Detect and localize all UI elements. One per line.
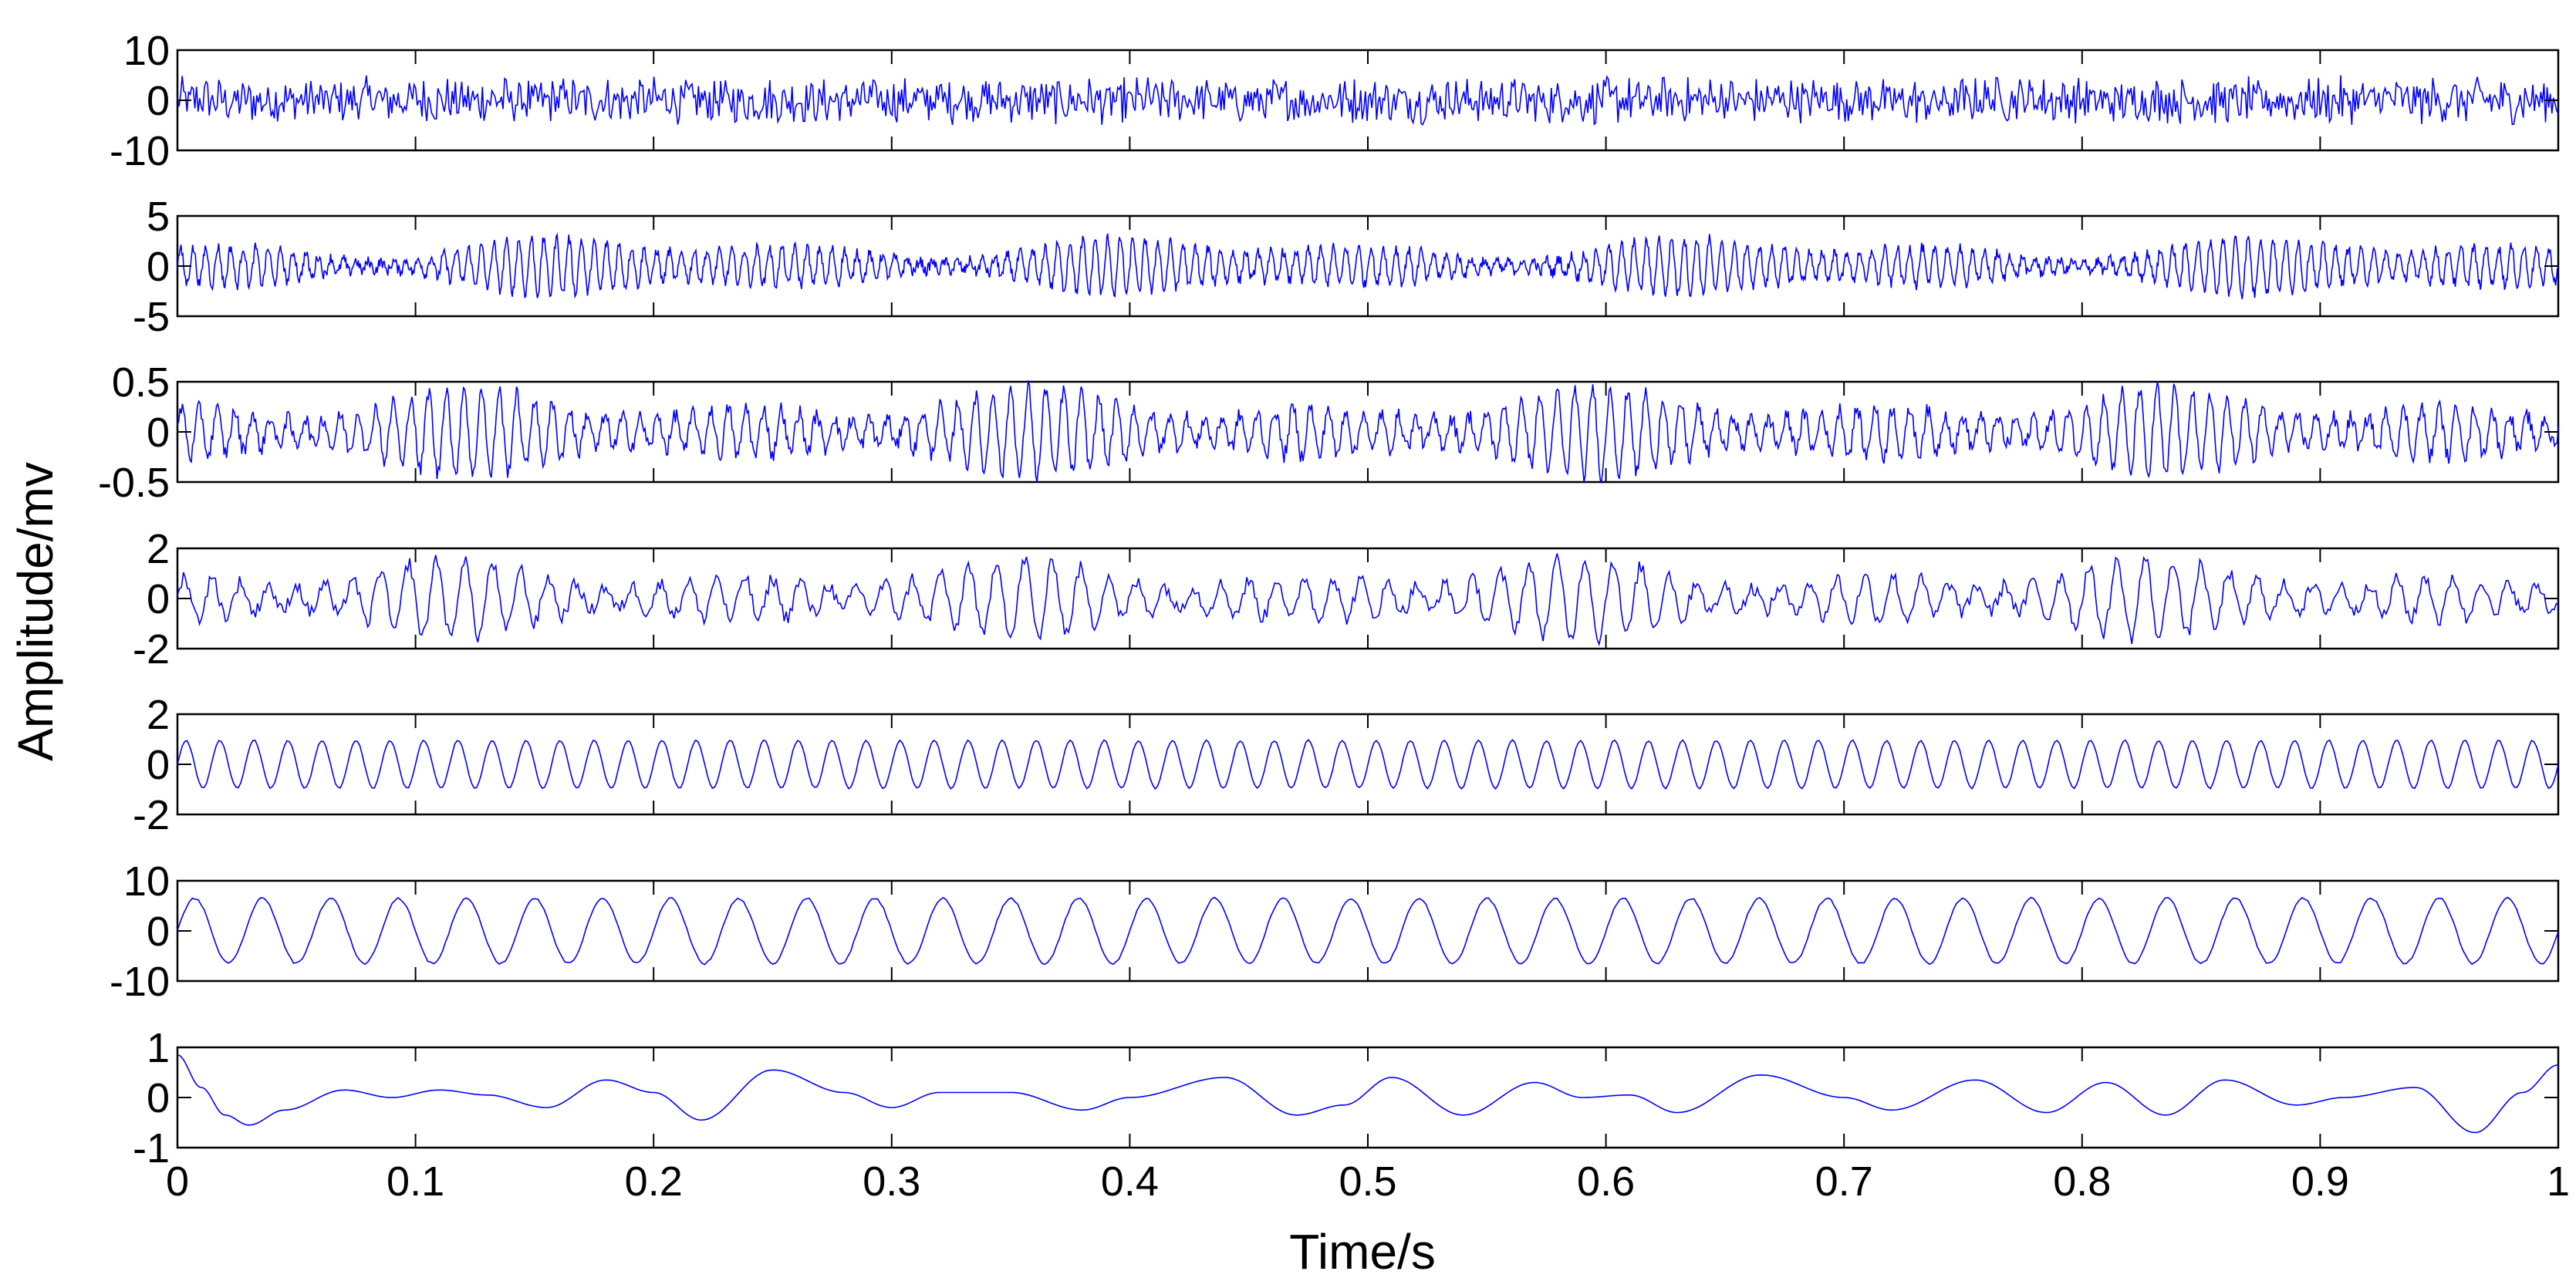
subplot-1-ytick-label: -10 bbox=[110, 128, 170, 174]
subplot-5-signal-line bbox=[177, 738, 2559, 791]
subplot-4: -202 bbox=[133, 526, 2560, 673]
x-axis-label: Time/s bbox=[1289, 1224, 1436, 1280]
xtick-label: 0.8 bbox=[2053, 1158, 2111, 1205]
subplot-3-ytick-label: 0 bbox=[147, 410, 170, 456]
xtick-label: 0.6 bbox=[1577, 1158, 1635, 1205]
subplot-7-ytick-label: -1 bbox=[133, 1125, 170, 1172]
subplot-4-ytick-label: 0 bbox=[147, 576, 170, 622]
subplot-4-ytick-label: 2 bbox=[147, 526, 170, 572]
subplot-7-ytick-label: 1 bbox=[147, 1025, 170, 1071]
subplot-1-ytick-label: 0 bbox=[147, 78, 170, 124]
subplot-2-ytick-label: -5 bbox=[133, 294, 170, 340]
subplot-2: -505 bbox=[133, 194, 2560, 340]
subplot-5-ytick-label: 2 bbox=[147, 692, 170, 738]
subplot-4-signal-line bbox=[177, 553, 2559, 647]
subplot-7-signal-line bbox=[177, 1054, 2559, 1134]
subplot-3-ytick-label: 0.5 bbox=[112, 359, 170, 406]
xtick-label: 0.9 bbox=[2291, 1158, 2349, 1205]
subplot-7-ytick-label: 0 bbox=[147, 1075, 170, 1121]
xtick-label: 0 bbox=[166, 1158, 189, 1205]
y-axis-label: Amplitude/mv bbox=[8, 462, 63, 761]
subplot-1-ytick-label: 10 bbox=[123, 28, 170, 74]
xtick-label: 1 bbox=[2547, 1158, 2570, 1205]
subplot-3: -0.500.5 bbox=[98, 359, 2560, 506]
subplot-2-signal-line bbox=[177, 232, 2559, 300]
subplot-2-ytick-label: 5 bbox=[147, 194, 170, 240]
xtick-label: 0.2 bbox=[625, 1158, 683, 1205]
subplot-2-ytick-label: 0 bbox=[147, 244, 170, 290]
subplot-3-ytick-label: -0.5 bbox=[98, 460, 170, 506]
subplot-7-axes-box bbox=[176, 1046, 2560, 1149]
xtick-label: 0.5 bbox=[1339, 1158, 1396, 1205]
subplot-6-ytick-label: 0 bbox=[147, 909, 170, 955]
xtick-label: 0.4 bbox=[1101, 1158, 1159, 1205]
subplot-5: -202 bbox=[133, 692, 2560, 838]
xtick-label: 0.7 bbox=[1815, 1158, 1873, 1205]
subplot-6-ytick-label: -10 bbox=[110, 959, 170, 1005]
subplot-4-ytick-label: -2 bbox=[133, 626, 170, 673]
subplot-1-signal-line bbox=[177, 75, 2559, 126]
subplot-7: -101 bbox=[133, 1025, 2560, 1172]
xtick-label: 0.3 bbox=[863, 1158, 920, 1205]
subplot-5-ytick-label: 0 bbox=[147, 742, 170, 788]
subplot-3-signal-line bbox=[177, 379, 2559, 484]
subplot-6-signal-line bbox=[177, 896, 2559, 966]
x-axis: 0 0.1 0.2 0.3 0.4 0.5 0.6 0.7 0.8 0.9 1 bbox=[166, 1158, 2570, 1205]
subplot-6-ytick-label: 10 bbox=[123, 858, 170, 905]
xtick-label: 0.1 bbox=[387, 1158, 444, 1205]
subplot-5-ytick-label: -2 bbox=[133, 792, 170, 838]
